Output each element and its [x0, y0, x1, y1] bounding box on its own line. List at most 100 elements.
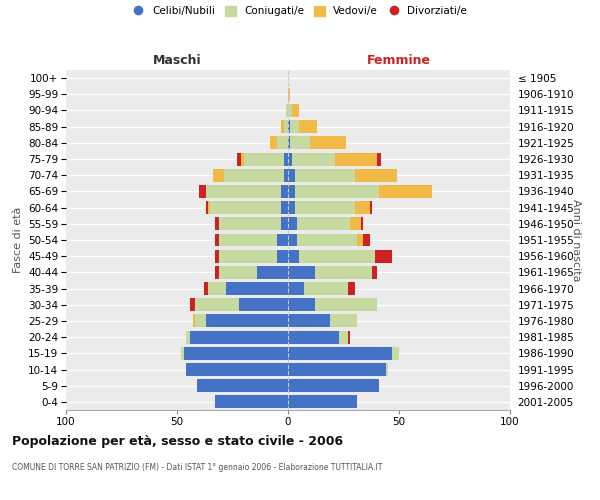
Bar: [190, 298, 195, 311]
Bar: [208, 201, 211, 214]
Bar: [215, 266, 219, 279]
Bar: [239, 298, 288, 311]
Bar: [314, 298, 377, 311]
Bar: [290, 136, 310, 149]
Bar: [355, 201, 370, 214]
Bar: [208, 282, 226, 295]
Bar: [281, 218, 288, 230]
Bar: [186, 363, 288, 376]
Bar: [295, 169, 355, 181]
Bar: [288, 120, 290, 133]
Bar: [288, 136, 290, 149]
Bar: [335, 152, 377, 166]
Bar: [330, 314, 357, 328]
Legend: Celibi/Nubili, Coniugati/e, Vedovi/e, Divorziati/e: Celibi/Nubili, Coniugati/e, Vedovi/e, Di…: [129, 2, 471, 21]
Bar: [210, 201, 281, 214]
Bar: [292, 104, 299, 117]
Bar: [386, 363, 388, 376]
Text: COMUNE DI TORRE SAN PATRIZIO (FM) - Dati ISTAT 1° gennaio 2006 - Elaborazione TU: COMUNE DI TORRE SAN PATRIZIO (FM) - Dati…: [12, 462, 382, 471]
Bar: [206, 314, 288, 328]
Bar: [215, 218, 219, 230]
Bar: [281, 201, 288, 214]
Bar: [186, 330, 190, 344]
Bar: [281, 185, 288, 198]
Bar: [224, 169, 284, 181]
Bar: [297, 218, 350, 230]
Y-axis label: Anni di nascita: Anni di nascita: [571, 198, 581, 281]
Bar: [219, 234, 277, 246]
Bar: [181, 347, 184, 360]
Bar: [288, 169, 295, 181]
Bar: [304, 282, 348, 295]
Bar: [241, 152, 244, 166]
Bar: [215, 250, 219, 262]
Bar: [350, 218, 361, 230]
Text: Femmine: Femmine: [367, 54, 431, 67]
Bar: [286, 104, 288, 117]
Bar: [215, 234, 219, 246]
Bar: [197, 379, 288, 392]
Bar: [373, 266, 377, 279]
Bar: [219, 250, 277, 262]
Bar: [193, 314, 195, 328]
Bar: [284, 120, 288, 133]
Bar: [295, 201, 355, 214]
Bar: [348, 330, 350, 344]
Bar: [392, 347, 399, 360]
Bar: [277, 250, 288, 262]
Bar: [215, 396, 288, 408]
Bar: [281, 120, 284, 133]
Bar: [288, 88, 290, 101]
Bar: [314, 266, 373, 279]
Bar: [288, 314, 330, 328]
Y-axis label: Fasce di età: Fasce di età: [13, 207, 23, 273]
Bar: [292, 152, 335, 166]
Bar: [195, 298, 239, 311]
Bar: [284, 169, 288, 181]
Bar: [377, 152, 381, 166]
Bar: [288, 152, 292, 166]
Bar: [212, 169, 224, 181]
Bar: [288, 330, 339, 344]
Bar: [219, 218, 281, 230]
Bar: [310, 136, 346, 149]
Bar: [361, 218, 364, 230]
Bar: [226, 282, 288, 295]
Bar: [244, 152, 284, 166]
Bar: [299, 120, 317, 133]
Bar: [288, 379, 379, 392]
Bar: [288, 266, 314, 279]
Bar: [288, 104, 292, 117]
Bar: [206, 201, 208, 214]
Bar: [348, 282, 355, 295]
Bar: [364, 234, 370, 246]
Bar: [277, 234, 288, 246]
Bar: [339, 330, 348, 344]
Bar: [288, 185, 295, 198]
Bar: [277, 136, 288, 149]
Bar: [195, 314, 206, 328]
Bar: [288, 298, 314, 311]
Text: Maschi: Maschi: [152, 54, 202, 67]
Bar: [257, 266, 288, 279]
Bar: [237, 152, 241, 166]
Bar: [288, 201, 295, 214]
Bar: [270, 136, 277, 149]
Bar: [288, 250, 299, 262]
Bar: [288, 282, 304, 295]
Bar: [374, 250, 392, 262]
Bar: [219, 266, 257, 279]
Bar: [288, 234, 297, 246]
Bar: [288, 396, 357, 408]
Bar: [379, 185, 432, 198]
Bar: [295, 185, 379, 198]
Bar: [203, 282, 208, 295]
Bar: [288, 363, 386, 376]
Bar: [288, 218, 297, 230]
Bar: [184, 347, 288, 360]
Text: Popolazione per età, sesso e stato civile - 2006: Popolazione per età, sesso e stato civil…: [12, 435, 343, 448]
Bar: [357, 234, 364, 246]
Bar: [355, 169, 397, 181]
Bar: [199, 185, 206, 198]
Bar: [206, 185, 281, 198]
